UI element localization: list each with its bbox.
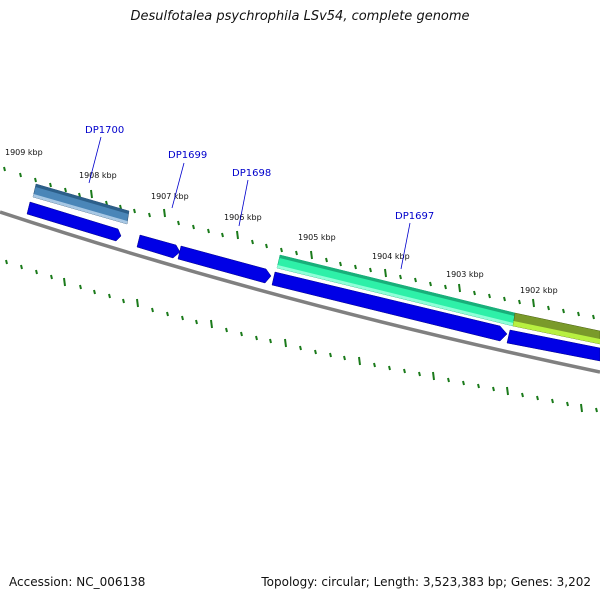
- genome-backbone: [0, 210, 600, 374]
- leader-line: [400, 222, 411, 270]
- cds-feature[interactable]: [271, 271, 508, 342]
- leader-line: [171, 162, 185, 209]
- kbp-label: 1904 kbp: [372, 252, 410, 261]
- outer-tick-track: [3, 166, 595, 320]
- gene-label-dp1700[interactable]: DP1700: [85, 125, 124, 136]
- accession-text: Accession: NC_006138: [9, 575, 146, 589]
- gene-track: [32, 183, 600, 345]
- gene-label-dp1697[interactable]: DP1697: [395, 211, 434, 222]
- leader-line: [238, 179, 249, 227]
- map-title: Desulfotalea psychrophila LSv54, complet…: [130, 9, 470, 24]
- cds-feature[interactable]: [136, 234, 181, 259]
- kbp-label: 1907 kbp: [151, 192, 189, 201]
- kbp-label: 1903 kbp: [446, 270, 484, 279]
- leader-line: [88, 136, 102, 184]
- kbp-label: 1902 kbp: [520, 286, 558, 295]
- cds-track: [26, 201, 600, 362]
- kbp-label: 1906 kbp: [224, 213, 262, 222]
- cds-feature[interactable]: [506, 329, 600, 362]
- gene-label-dp1698[interactable]: DP1698: [232, 168, 271, 179]
- gene-label-dp1699[interactable]: DP1699: [168, 150, 207, 161]
- kbp-label: 1909 kbp: [5, 148, 43, 157]
- inner-tick-track: [5, 259, 598, 413]
- kbp-labels: 1909 kbp 1908 kbp 1907 kbp 1906 kbp 1905…: [5, 148, 558, 295]
- cds-feature[interactable]: [26, 201, 122, 242]
- genome-summary-text: Topology: circular; Length: 3,523,383 bp…: [261, 575, 591, 589]
- kbp-label: 1905 kbp: [298, 233, 336, 242]
- gene-labels: DP1700 DP1699 DP1698 DP1697: [85, 125, 434, 270]
- kbp-label: 1908 kbp: [79, 171, 117, 180]
- cds-feature[interactable]: [177, 245, 272, 284]
